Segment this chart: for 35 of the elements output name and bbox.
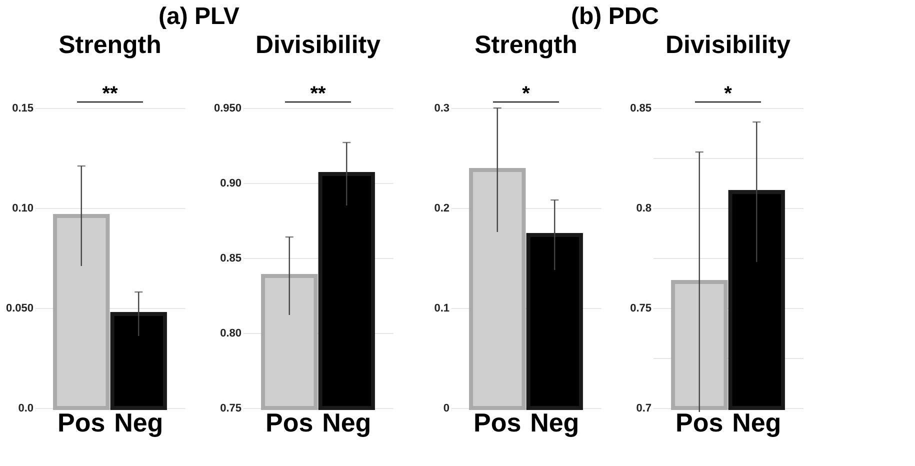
text: (a) PLV [158, 3, 240, 30]
text: (b) PDC [571, 3, 659, 30]
text: ** [310, 83, 326, 105]
y-tick-label: 0.3 [434, 102, 450, 114]
x-tick-label: Neg [322, 408, 372, 438]
y-tick-label: 0.8 [636, 202, 652, 214]
y-tick-label: 0.75 [220, 402, 242, 414]
x-tick-label: Pos [474, 408, 522, 438]
chart-title: Divisibility [255, 31, 381, 59]
x-tick-label: Pos [676, 408, 724, 438]
y-tick-label: 0.0 [18, 402, 34, 414]
text: ** [102, 83, 118, 105]
y-tick-label: 0.10 [12, 202, 34, 214]
x-tick-label: Neg [114, 408, 164, 438]
y-tick-label: 0.80 [220, 328, 242, 340]
y-tick-label: 0.950 [214, 102, 242, 114]
x-tick-label: Pos [266, 408, 314, 438]
chart-title: Divisibility [665, 31, 791, 59]
y-tick-label: 0 [443, 402, 450, 414]
y-tick-label: 0.85 [630, 102, 652, 114]
y-tick-label: 0.85 [220, 252, 242, 264]
y-tick-label: 0.1 [434, 302, 450, 314]
chart-title: Strength [474, 31, 578, 59]
x-tick-label: Neg [732, 408, 782, 438]
x-tick-label: Neg [530, 408, 580, 438]
text: * [724, 83, 732, 105]
y-tick-label: 0.2 [434, 202, 450, 214]
text: * [522, 83, 530, 105]
y-tick-label: 0.7 [636, 402, 652, 414]
y-tick-label: 0.050 [6, 302, 34, 314]
y-tick-label: 0.75 [630, 302, 652, 314]
chart-title: Strength [58, 31, 162, 59]
x-tick-label: Pos [58, 408, 106, 438]
y-tick-label: 0.15 [12, 102, 34, 114]
y-tick-label: 0.90 [220, 178, 242, 190]
